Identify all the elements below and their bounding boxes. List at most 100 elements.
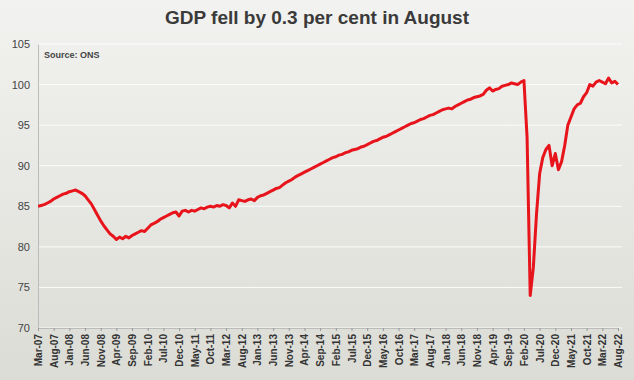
x-tick-label: Sep-19 bbox=[503, 334, 514, 367]
x-axis: Mar-07Aug-07Jan-08Jun-08Nov-08Apr-09Sep-… bbox=[33, 328, 624, 368]
x-tick-label: Feb-20 bbox=[519, 334, 530, 367]
x-tick: Apr-19 bbox=[488, 328, 499, 366]
x-tick-label: May-16 bbox=[378, 334, 389, 368]
x-tick-label: Nov-13 bbox=[284, 334, 295, 368]
x-tick: Feb-20 bbox=[519, 328, 530, 366]
y-tick: 95 bbox=[18, 119, 38, 131]
x-tick-label: Jul-15 bbox=[347, 334, 358, 363]
x-tick: Oct-11 bbox=[205, 328, 216, 365]
y-tick: 90 bbox=[18, 160, 38, 172]
x-tick-mark bbox=[555, 328, 556, 331]
x-tick: May-11 bbox=[190, 328, 201, 367]
x-tick-label: May-11 bbox=[190, 334, 201, 368]
x-tick-label: Mar-17 bbox=[409, 334, 420, 367]
y-tick-label: 70 bbox=[18, 322, 30, 334]
y-tick-label: 75 bbox=[18, 281, 30, 293]
x-tick-mark bbox=[367, 328, 368, 331]
x-tick-label: Mar-07 bbox=[33, 334, 44, 367]
x-tick-mark bbox=[273, 328, 274, 331]
x-tick-mark bbox=[179, 328, 180, 331]
x-axis-line bbox=[39, 329, 619, 332]
x-tick: May-16 bbox=[378, 328, 389, 368]
x-tick-mark bbox=[446, 328, 447, 331]
x-tick-label: Oct-16 bbox=[394, 334, 405, 366]
x-tick-mark bbox=[571, 328, 572, 331]
background bbox=[0, 0, 634, 380]
title: GDP fell by 0.3 per cent in August bbox=[165, 7, 470, 28]
x-tick-mark bbox=[242, 328, 243, 331]
x-tick-label: Mar-22 bbox=[597, 334, 608, 367]
grid-line bbox=[38, 44, 622, 45]
plot-area bbox=[38, 78, 618, 295]
x-tick: Apr-14 bbox=[299, 328, 310, 366]
x-tick: Aug-07 bbox=[49, 328, 60, 368]
x-tick: Jan-08 bbox=[64, 328, 75, 366]
x-tick-mark bbox=[430, 328, 431, 331]
x-tick: Dec-20 bbox=[550, 328, 561, 367]
x-tick-label: Feb-15 bbox=[331, 334, 342, 367]
x-tick-label: Jan-08 bbox=[64, 334, 75, 366]
x-tick: Jul-20 bbox=[535, 328, 546, 363]
x-tick-mark bbox=[101, 328, 102, 331]
y-tick: 75 bbox=[18, 281, 38, 293]
x-tick: Oct-16 bbox=[394, 328, 405, 365]
x-tick-mark bbox=[210, 328, 211, 331]
x-tick-label: Jul-20 bbox=[535, 334, 546, 363]
x-tick-label: Jan-18 bbox=[441, 334, 452, 366]
x-tick-mark bbox=[116, 328, 117, 331]
y-axis-line bbox=[38, 45, 39, 329]
x-tick: Nov-13 bbox=[284, 328, 295, 367]
x-tick-mark bbox=[69, 328, 70, 331]
x-tick-label: Jul-10 bbox=[158, 334, 169, 363]
x-tick: Aug-12 bbox=[237, 328, 248, 368]
grid bbox=[38, 44, 622, 328]
x-tick-label: Jun-13 bbox=[268, 334, 279, 367]
x-tick: Aug-17 bbox=[425, 328, 436, 368]
x-tick-mark bbox=[132, 328, 133, 331]
y-tick-label: 80 bbox=[18, 241, 30, 253]
x-tick-label: Dec-15 bbox=[362, 334, 373, 367]
x-tick-mark bbox=[602, 328, 603, 331]
x-tick: Apr-09 bbox=[111, 328, 122, 366]
x-tick: Mar-12 bbox=[221, 328, 232, 366]
x-tick-label: Feb-10 bbox=[143, 334, 154, 367]
y-tick-label: 100 bbox=[12, 79, 30, 91]
y-tick: 100 bbox=[12, 79, 38, 91]
x-tick-label: Jun-08 bbox=[80, 334, 91, 367]
x-tick-mark bbox=[477, 328, 478, 331]
x-tick-mark bbox=[257, 328, 258, 331]
x-tick-mark bbox=[461, 328, 462, 331]
x-tick-mark bbox=[195, 328, 196, 331]
x-tick-mark bbox=[148, 328, 149, 331]
x-tick-mark bbox=[399, 328, 400, 331]
y-tick-label: 95 bbox=[18, 119, 30, 131]
x-tick-mark bbox=[383, 328, 384, 331]
x-tick-mark bbox=[508, 328, 509, 331]
x-tick-mark bbox=[304, 328, 305, 331]
x-tick: Mar-22 bbox=[597, 328, 608, 366]
x-tick: Aug-22 bbox=[613, 328, 624, 368]
x-tick-mark bbox=[336, 328, 337, 331]
x-tick-label: Mar-12 bbox=[221, 334, 232, 367]
y-axis: 707580859095100105 bbox=[12, 38, 39, 334]
x-tick: Dec-15 bbox=[362, 328, 373, 367]
x-tick-label: Jan-13 bbox=[252, 334, 263, 366]
x-tick: Sep-09 bbox=[127, 328, 138, 367]
x-tick: Jan-18 bbox=[441, 328, 452, 366]
x-tick-mark bbox=[54, 328, 55, 331]
x-tick: Sep-14 bbox=[315, 328, 326, 367]
y-tick: 85 bbox=[18, 200, 38, 212]
x-tick: Dec-10 bbox=[174, 328, 185, 367]
grid-line bbox=[38, 287, 622, 288]
x-tick: Nov-18 bbox=[472, 328, 483, 367]
x-tick-label: Apr-09 bbox=[111, 334, 122, 366]
x-tick-label: Sep-14 bbox=[315, 334, 326, 367]
x-tick-label: Aug-12 bbox=[237, 334, 248, 368]
x-tick-label: Apr-19 bbox=[488, 334, 499, 366]
x-tick-mark bbox=[226, 328, 227, 331]
x-tick-mark bbox=[289, 328, 290, 331]
x-tick-label: Dec-20 bbox=[550, 334, 561, 367]
x-tick: Jun-18 bbox=[456, 328, 467, 366]
x-tick-label: Nov-18 bbox=[472, 334, 483, 368]
x-tick-label: Aug-07 bbox=[49, 334, 60, 368]
